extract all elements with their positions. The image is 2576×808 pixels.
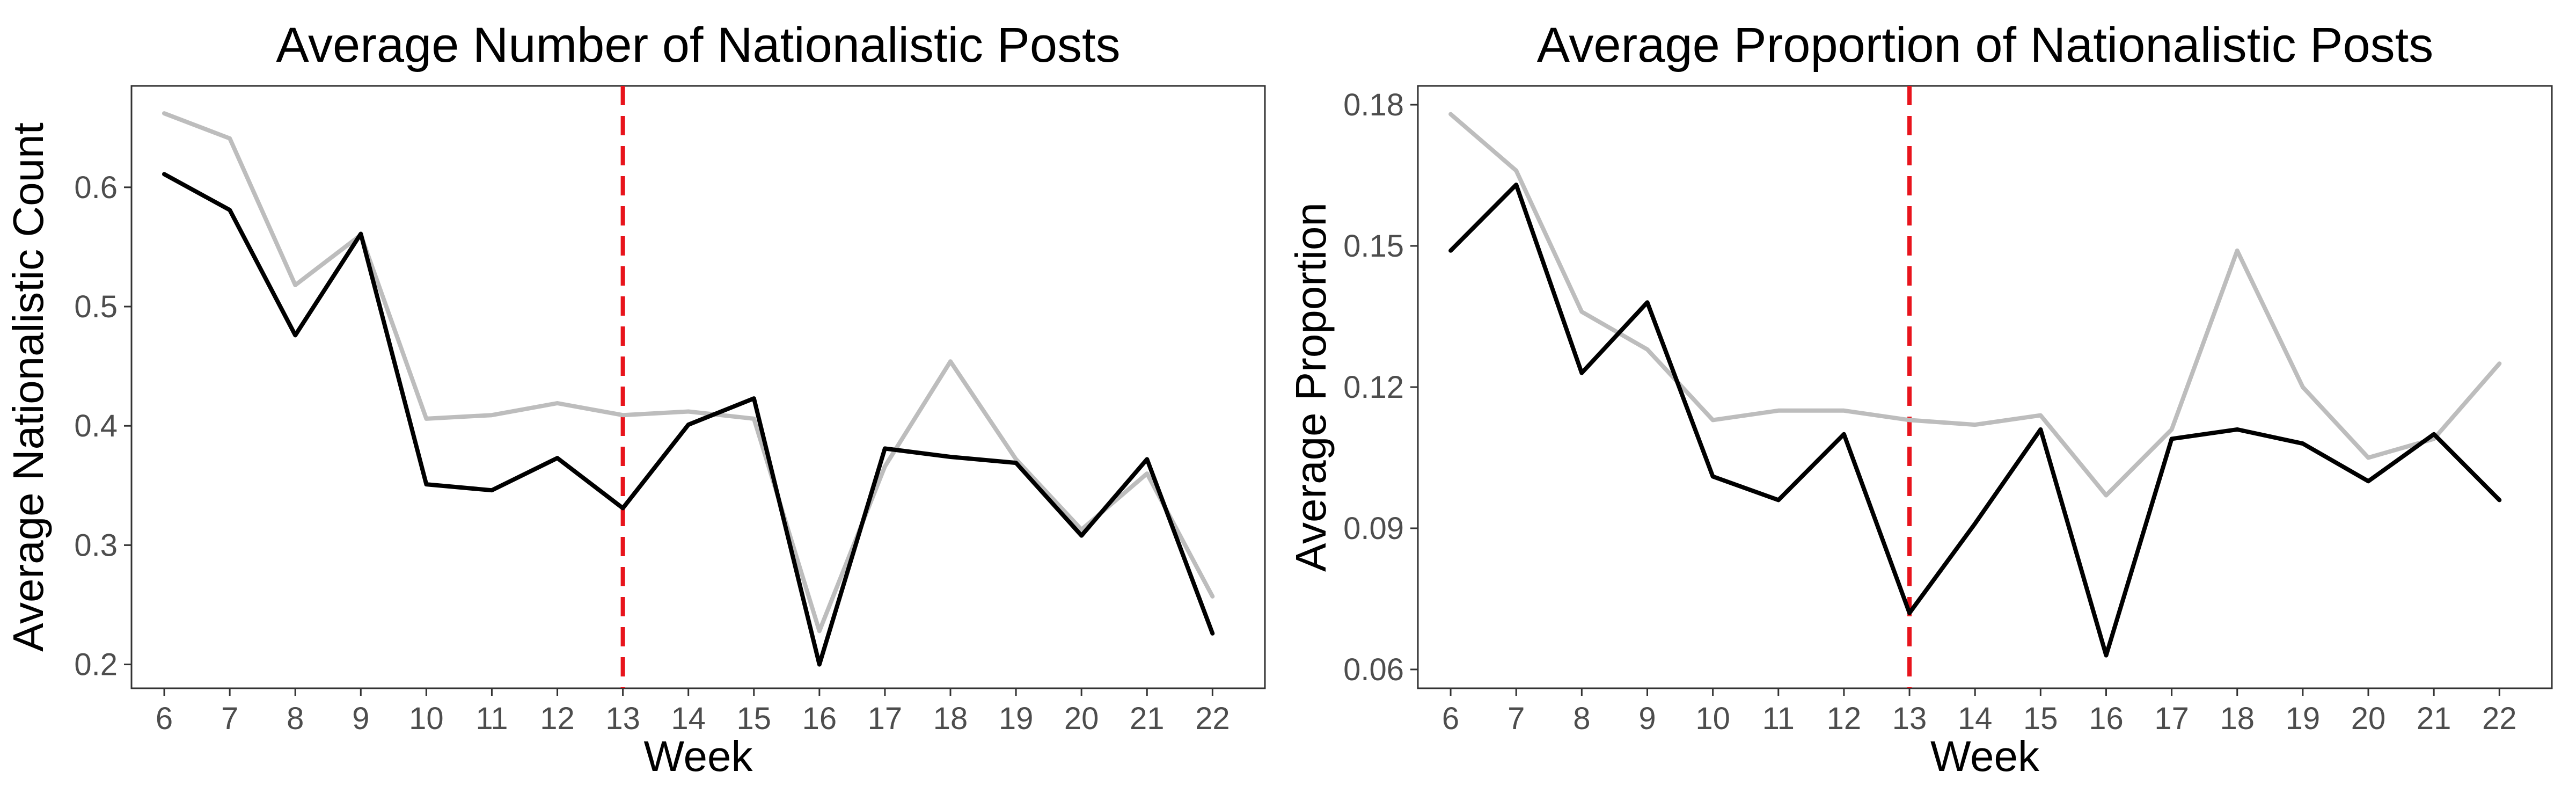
series-line-2 xyxy=(162,172,1215,667)
x-tick-label: 11 xyxy=(1762,701,1795,736)
x-tick-label: 8 xyxy=(1573,701,1590,736)
series-line-2 xyxy=(1448,183,2502,658)
plot-border xyxy=(1417,85,2553,689)
chart-panel-1: Average Number of Nationalistic Posts Wee… xyxy=(4,18,1266,780)
chart-panel-2: Average Proportion of Nationalistic Post… xyxy=(1287,18,2553,780)
x-tick-label: 20 xyxy=(1064,701,1099,736)
y-tick-label: 0.5 xyxy=(74,289,118,324)
chart-title: Average Proportion of Nationalistic Post… xyxy=(1537,18,2434,72)
x-tick-label: 6 xyxy=(1442,701,1459,736)
x-axis-label: Week xyxy=(643,732,753,780)
y-axis-label: Average Nationalistic Count xyxy=(4,122,52,652)
series-line-1 xyxy=(162,111,1215,634)
y-tick-label: 0.06 xyxy=(1343,652,1404,687)
x-tick-label: 15 xyxy=(2023,701,2058,736)
y-tick-label: 0.3 xyxy=(74,528,118,563)
x-tick-label: 10 xyxy=(409,701,444,736)
x-tick-label: 22 xyxy=(1195,701,1230,736)
x-tick-label: 19 xyxy=(999,701,1034,736)
y-tick-label: 0.09 xyxy=(1343,511,1404,546)
x-tick-label: 15 xyxy=(737,701,772,736)
x-tick-label: 8 xyxy=(287,701,304,736)
x-tick-label: 19 xyxy=(2286,701,2321,736)
x-tick-label: 6 xyxy=(156,701,173,736)
x-tick-label: 12 xyxy=(540,701,575,736)
chart-title: Average Number of Nationalistic Posts xyxy=(276,18,1120,72)
y-tick-label: 0.2 xyxy=(74,647,118,682)
x-tick-label: 18 xyxy=(933,701,968,736)
x-tick-label: 9 xyxy=(352,701,369,736)
x-tick-label: 10 xyxy=(1695,701,1730,736)
x-tick-label: 13 xyxy=(1892,701,1927,736)
x-tick-label: 17 xyxy=(868,701,903,736)
x-tick-label: 21 xyxy=(2417,701,2451,736)
x-tick-label: 18 xyxy=(2220,701,2255,736)
y-axis-label: Average Proportion xyxy=(1287,202,1335,572)
x-axis-label: Week xyxy=(1930,732,2040,780)
y-tick-label: 0.6 xyxy=(74,170,118,205)
plot-border xyxy=(130,85,1266,689)
x-tick-label: 16 xyxy=(802,701,837,736)
x-tick-label: 16 xyxy=(2089,701,2124,736)
y-tick-label: 0.18 xyxy=(1343,88,1404,122)
series-line-1 xyxy=(1448,112,2502,498)
x-tick-label: 13 xyxy=(605,701,640,736)
x-tick-label: 17 xyxy=(2154,701,2189,736)
x-tick-label: 20 xyxy=(2351,701,2386,736)
x-tick-label: 14 xyxy=(671,701,706,736)
y-tick-label: 0.4 xyxy=(74,409,118,443)
x-tick-label: 9 xyxy=(1638,701,1656,736)
y-tick-label: 0.12 xyxy=(1343,370,1404,405)
y-tick-label: 0.15 xyxy=(1343,229,1404,264)
x-tick-label: 14 xyxy=(1958,701,1993,736)
x-tick-label: 7 xyxy=(221,701,238,736)
x-tick-label: 11 xyxy=(475,701,508,736)
x-tick-label: 7 xyxy=(1507,701,1525,736)
x-tick-label: 21 xyxy=(1130,701,1165,736)
x-tick-label: 22 xyxy=(2482,701,2517,736)
x-tick-label: 12 xyxy=(1827,701,1862,736)
